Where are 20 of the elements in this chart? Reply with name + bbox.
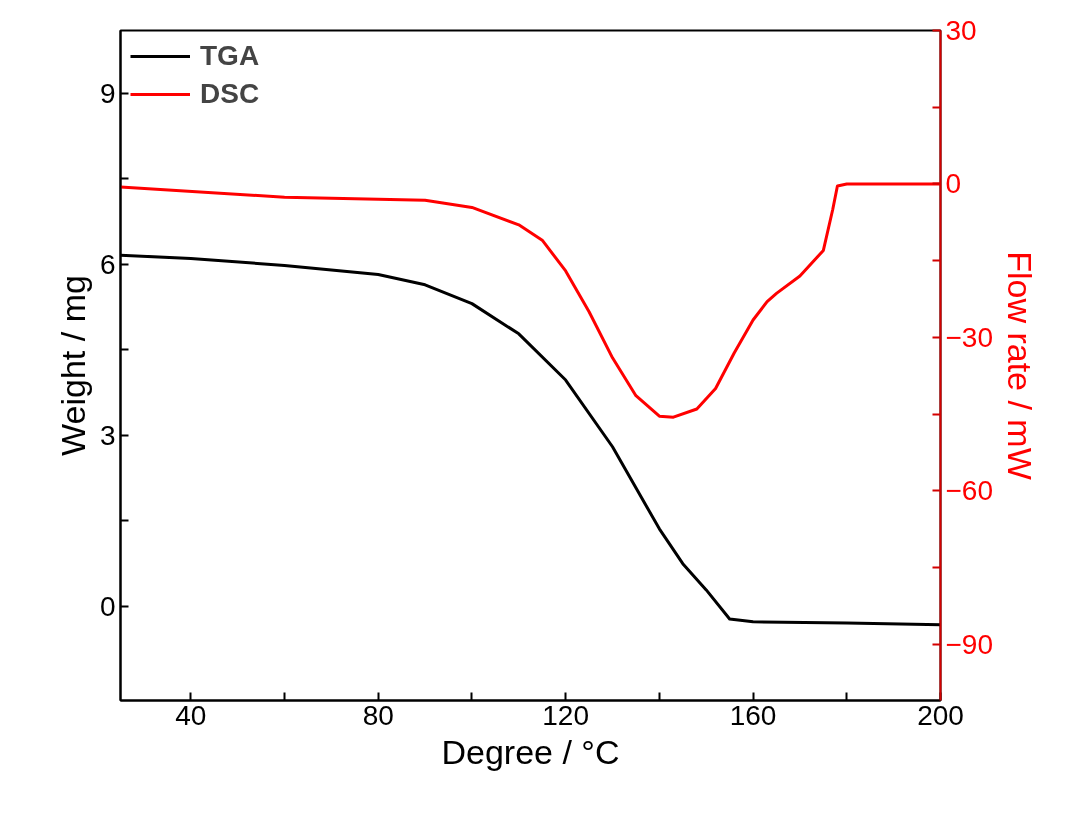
- y-tick-label: 3: [99, 419, 116, 451]
- y2-tick-label: 0: [945, 168, 962, 200]
- x-tick-label: 120: [542, 699, 589, 731]
- x-tick-label: 40: [175, 699, 207, 731]
- legend-label: TGA: [200, 40, 260, 72]
- line-series: [120, 182, 941, 419]
- x-tick-label: 160: [729, 699, 777, 731]
- y-axis-title: Weight / mg: [53, 275, 92, 456]
- x-tick-label: 80: [362, 699, 394, 731]
- y2-tick-label: 30: [945, 15, 977, 46]
- y2-tick-label: −90: [945, 628, 993, 660]
- y-tick-label: 0: [99, 590, 116, 622]
- y2-axis-title: Flow rate / mW: [1001, 251, 1039, 480]
- y2-tick-label: −30: [945, 321, 993, 353]
- x-axis-title: Degree / °C: [441, 732, 620, 771]
- y2-tick-label: −60: [945, 475, 993, 507]
- legend-label: DSC: [200, 78, 260, 110]
- x-tick-label: 200: [917, 699, 964, 731]
- y-tick-label: 6: [99, 248, 116, 280]
- y-tick-label: 9: [99, 77, 116, 109]
